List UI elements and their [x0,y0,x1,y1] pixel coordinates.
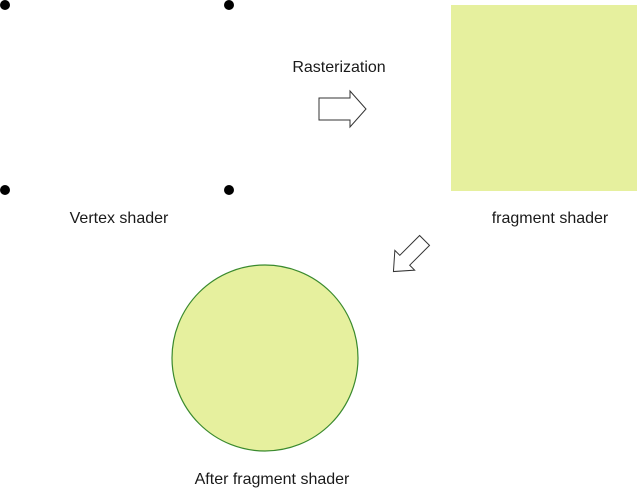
fragment-shader-label: fragment shader [491,210,609,227]
rasterization-arrow [318,89,367,129]
fragment-circle [171,264,359,452]
vertex-dot-bottom-right [224,185,234,195]
rasterization-label: Rasterization [292,59,386,76]
vertex-dot-top-right [224,0,234,10]
fragment-arrow [392,234,431,273]
vertex-dot-bottom-left [0,185,10,195]
after-fragment-shader-label: After fragment shader [194,471,350,488]
rasterized-square [451,5,637,191]
vertex-dot-top-left [0,0,10,10]
vertex-shader-label: Vertex shader [69,210,169,227]
